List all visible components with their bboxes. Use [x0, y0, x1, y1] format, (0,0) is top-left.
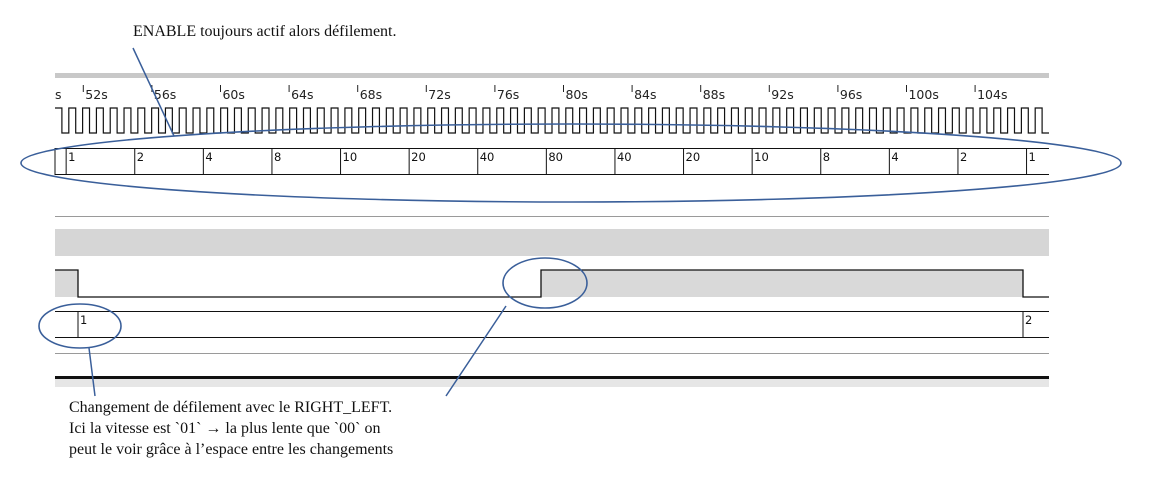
callout-leader-bottom-right [445, 305, 507, 397]
timeline-tick-label: 80s [565, 87, 587, 102]
callout-ellipse-enable [20, 123, 1122, 203]
annotation-enable: ENABLE toujours actif alors défilement. [133, 21, 396, 42]
bus-value: 8 [274, 150, 281, 164]
signal-trace [55, 269, 1049, 298]
annotation-line-2: Ici la vitesse est `01` → la plus lente … [69, 420, 381, 437]
bus-value: 1 [1029, 150, 1036, 164]
bus-value: 2 [137, 150, 144, 164]
bus-value: 20 [686, 150, 701, 164]
timeline-tick-label: 104s [977, 87, 1007, 102]
timeline-tick-label: 96s [840, 87, 862, 102]
annotation-right-left: Changement de défilement avec le RIGHT_L… [69, 397, 393, 460]
bus-value: 1 [68, 150, 75, 164]
clock-signal [55, 107, 1049, 134]
viewer-bottom-border [55, 376, 1049, 379]
timeline-tick-label: 68s [360, 87, 382, 102]
timeline-tick-label: 88s [703, 87, 725, 102]
bus-value: 2 [1025, 313, 1032, 327]
callout-ellipse-signal-edge [502, 257, 588, 309]
annotation-line-3: peut le voir grâce à l’espace entre les … [69, 441, 394, 458]
callout-leader-top [132, 47, 175, 137]
timeline-start-label: s [55, 87, 62, 102]
annotation-line-1: Changement de défilement avec le RIGHT_L… [69, 399, 393, 416]
bus-value: 40 [617, 150, 632, 164]
callout-ellipse-bus-start [38, 303, 122, 349]
timeline-tick-label: 56s [154, 87, 176, 102]
bus-value: 80 [548, 150, 563, 164]
right-left-signal [55, 269, 1049, 298]
viewer-bottom-shadow [55, 379, 1049, 387]
timeline-tick-label: 100s [908, 87, 938, 102]
timeline-tick-label: 72s [428, 87, 450, 102]
annotation-enable-text: ENABLE toujours actif alors défilement. [133, 23, 397, 40]
timeline-ruler: s 52s 56s 60s 64s 68s 72s 76s 80s 84s 88s 92s 96s 10… [55, 85, 1007, 102]
bus-value: 10 [343, 150, 358, 164]
enable-bus: 1 2 4 8 10 20 40 80 40 20 10 8 4 2 1 [54, 148, 1049, 175]
callouts [20, 47, 1122, 397]
bus-value: 40 [480, 150, 495, 164]
bus-value: 1 [80, 313, 87, 327]
bus-value: 4 [205, 150, 212, 164]
timeline-tick-label: 52s [85, 87, 107, 102]
timeline-tick-label: 64s [291, 87, 313, 102]
bus-value: 4 [891, 150, 898, 164]
callout-leader-bottom-left [88, 347, 96, 397]
bus-value: 8 [823, 150, 830, 164]
timeline-tick-label: 84s [634, 87, 656, 102]
timeline-tick-label: 92s [771, 87, 793, 102]
viewer-top-border [55, 73, 1049, 78]
timeline-tick-label: 60s [222, 87, 244, 102]
signal-high-fill [55, 270, 78, 297]
bus-value: 20 [411, 150, 426, 164]
empty-lane [55, 229, 1049, 256]
timeline-tick-label: 76s [497, 87, 519, 102]
signal-high-fill [541, 270, 1023, 297]
bus-value: 10 [754, 150, 769, 164]
bus-value: 2 [960, 150, 967, 164]
